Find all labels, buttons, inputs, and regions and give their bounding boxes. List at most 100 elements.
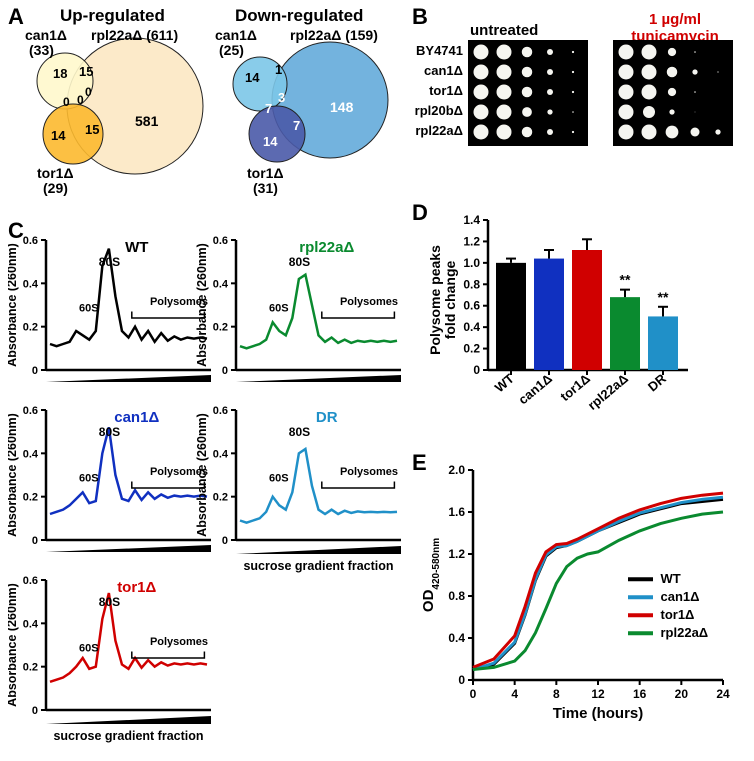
svg-text:15: 15 [85, 122, 99, 137]
svg-text:0.4: 0.4 [463, 320, 480, 334]
svg-text:rpl22aΔ: rpl22aΔ [585, 371, 631, 413]
svg-text:0.6: 0.6 [213, 235, 228, 247]
svg-text:0.4: 0.4 [213, 278, 229, 290]
svg-text:rpl22aΔ (611): rpl22aΔ (611) [91, 27, 178, 43]
svg-text:can1Δ: can1Δ [424, 63, 463, 78]
svg-text:80S: 80S [99, 255, 120, 269]
svg-text:1.0: 1.0 [463, 256, 480, 270]
svg-text:0: 0 [32, 365, 38, 377]
svg-text:WT: WT [661, 571, 681, 586]
svg-text:0: 0 [473, 363, 480, 377]
svg-text:**: ** [658, 289, 669, 305]
svg-text:1.4: 1.4 [463, 213, 480, 227]
panel-B-label: B [412, 4, 428, 30]
svg-text:Absorbance (260nm): Absorbance (260nm) [195, 243, 209, 367]
svg-text:0.2: 0.2 [463, 342, 480, 356]
svg-text:14: 14 [51, 128, 66, 143]
svg-text:20: 20 [675, 687, 689, 701]
svg-text:(29): (29) [43, 180, 68, 196]
svg-text:581: 581 [135, 113, 159, 129]
svg-text:1.2: 1.2 [463, 234, 480, 248]
svg-text:0.6: 0.6 [213, 405, 228, 417]
svg-text:0.2: 0.2 [213, 492, 228, 504]
svg-text:14: 14 [245, 70, 260, 85]
svg-text:1.2: 1.2 [448, 547, 465, 561]
svg-text:0.2: 0.2 [23, 662, 38, 674]
svg-text:14: 14 [263, 134, 278, 149]
svg-text:DR: DR [316, 409, 338, 426]
svg-text:rpl22aΔ: rpl22aΔ [661, 625, 709, 640]
svg-text:0: 0 [32, 705, 38, 717]
bar-chart: 0 0.2 0.4 0.6 0.8 1.0 1.2 1.4 Polysome peaksfold… [413, 200, 748, 445]
svg-text:60S: 60S [79, 643, 99, 655]
svg-text:0: 0 [32, 535, 38, 547]
svg-text:can1Δ: can1Δ [515, 371, 555, 408]
svg-text:0.6: 0.6 [463, 299, 480, 313]
venn-down: can1Δ(25)rpl22aΔ (159)tor1Δ(31)141148147… [215, 26, 400, 196]
svg-text:80S: 80S [289, 255, 310, 269]
polysome-profiles: 0 0.2 0.4 0.6 Absorbance (260nm) WT 60S 80S Poly… [8, 222, 408, 752]
svg-text:0: 0 [85, 85, 92, 99]
svg-text:0.4: 0.4 [213, 448, 229, 460]
svg-text:tor1Δ: tor1Δ [247, 165, 284, 181]
svg-text:can1Δ: can1Δ [215, 27, 257, 43]
svg-text:tor1Δ: tor1Δ [37, 165, 74, 181]
svg-text:0.6: 0.6 [23, 235, 38, 247]
svg-text:60S: 60S [269, 303, 289, 315]
svg-text:0.2: 0.2 [23, 322, 38, 334]
svg-text:can1Δ: can1Δ [114, 409, 159, 426]
svg-text:1.6: 1.6 [448, 505, 465, 519]
svg-text:fold change: fold change [442, 261, 458, 340]
svg-text:tor1Δ: tor1Δ [429, 83, 463, 98]
svg-text:**: ** [620, 272, 631, 288]
svg-text:0.2: 0.2 [23, 492, 38, 504]
svg-text:0.4: 0.4 [23, 278, 39, 290]
venn-up: can1Δ(33)rpl22aΔ (611)tor1Δ(29)181558114… [15, 26, 215, 196]
svg-text:0: 0 [63, 95, 70, 109]
svg-text:WT: WT [125, 239, 148, 256]
svg-text:DR: DR [645, 370, 669, 394]
svg-text:Polysome peaks: Polysome peaks [427, 245, 443, 355]
svg-text:0.4: 0.4 [448, 631, 465, 645]
spot-assay: BY4741can1Δtor1Δrpl20bΔrpl22aΔ [413, 36, 748, 166]
svg-text:Time (hours): Time (hours) [553, 705, 644, 722]
svg-text:BY4741: BY4741 [416, 43, 463, 58]
svg-text:0.6: 0.6 [23, 405, 38, 417]
svg-text:tor1Δ: tor1Δ [661, 607, 695, 622]
svg-text:80S: 80S [99, 595, 120, 609]
svg-text:4: 4 [511, 687, 518, 701]
svg-text:can1Δ: can1Δ [661, 589, 700, 604]
svg-text:60S: 60S [79, 473, 99, 485]
svg-text:0.4: 0.4 [23, 448, 39, 460]
svg-text:60S: 60S [269, 473, 289, 485]
svg-text:15: 15 [79, 64, 93, 79]
svg-text:1: 1 [275, 62, 282, 77]
svg-text:7: 7 [293, 118, 300, 133]
svg-text:0: 0 [470, 687, 477, 701]
svg-text:Absorbance (260nm): Absorbance (260nm) [8, 243, 19, 367]
svg-text:0.8: 0.8 [448, 589, 465, 603]
svg-text:8: 8 [553, 687, 560, 701]
svg-text:WT: WT [492, 371, 517, 396]
svg-text:Polysomes: Polysomes [150, 636, 208, 648]
svg-text:148: 148 [330, 99, 354, 115]
svg-text:0: 0 [222, 535, 228, 547]
svg-text:(31): (31) [253, 180, 278, 196]
svg-text:Absorbance (260nm): Absorbance (260nm) [8, 413, 19, 537]
svg-text:18: 18 [53, 66, 67, 81]
svg-text:0.8: 0.8 [463, 277, 480, 291]
svg-text:OD420-580nm: OD420-580nm [420, 538, 442, 612]
svg-text:can1Δ: can1Δ [25, 27, 67, 43]
svg-text:0.2: 0.2 [213, 322, 228, 334]
svg-text:(25): (25) [219, 42, 244, 58]
growth-curves: 00.40.81.21.62.004812162024OD420-580nmTi… [413, 452, 748, 752]
svg-text:tor1Δ: tor1Δ [117, 579, 156, 596]
svg-text:Absorbance (260nm): Absorbance (260nm) [195, 413, 209, 537]
svg-text:sucrose gradient fraction: sucrose gradient fraction [53, 729, 203, 743]
svg-text:Absorbance (260nm): Absorbance (260nm) [8, 583, 19, 707]
svg-text:3: 3 [278, 90, 285, 105]
svg-text:7: 7 [265, 101, 272, 116]
svg-text:Polysomes: Polysomes [340, 296, 398, 308]
svg-text:80S: 80S [99, 425, 120, 439]
panel-A-up-title: Up-regulated [60, 6, 165, 26]
